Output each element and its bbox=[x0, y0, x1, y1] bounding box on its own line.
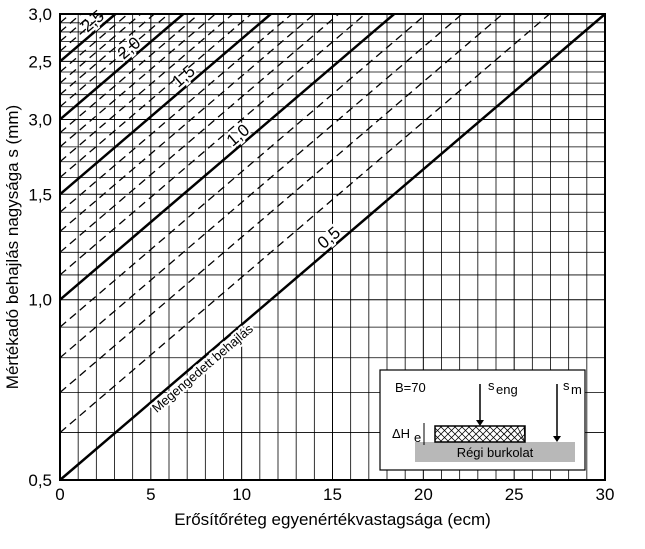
inset-sm-sub: m bbox=[571, 382, 582, 397]
x-tick-label: 15 bbox=[323, 485, 342, 504]
y-tick-label: 3,0 bbox=[28, 5, 52, 24]
x-tick-label: 10 bbox=[232, 485, 251, 504]
chart-svg: 0,50,51,01,01,51,52,02,02,52,5Megengedet… bbox=[0, 0, 645, 549]
y-tick-label: 1,5 bbox=[28, 185, 52, 204]
curve-label: 1,0 bbox=[223, 120, 253, 150]
aux-label: Megengedett behajlás bbox=[149, 321, 256, 416]
inset-dH-sub: e bbox=[414, 430, 421, 445]
y-tick-label: 1,0 bbox=[28, 291, 52, 310]
curve-label: 2,0 bbox=[114, 33, 144, 63]
nomograph-chart: 0,50,51,01,01,51,52,02,02,52,5Megengedet… bbox=[0, 0, 645, 549]
inset-dH: ΔH bbox=[392, 426, 410, 441]
inset-seng-sub: eng bbox=[496, 382, 518, 397]
inset-sm: s bbox=[563, 378, 570, 393]
y-tick-label: 3,0 bbox=[28, 110, 52, 129]
x-tick-label: 0 bbox=[55, 485, 64, 504]
curve-label: 0,5 bbox=[314, 223, 344, 253]
y-tick-label: 2,5 bbox=[28, 52, 52, 71]
x-axis-title: Erősítőréteg egyenértékvastagsága (ecm) bbox=[174, 510, 491, 529]
inset-b-label: B=70 bbox=[395, 380, 426, 395]
inset-seng: s bbox=[488, 378, 495, 393]
x-tick-label: 20 bbox=[414, 485, 433, 504]
x-tick-label: 30 bbox=[596, 485, 615, 504]
inset-base-text: Régi burkolat bbox=[457, 445, 534, 460]
x-tick-label: 5 bbox=[146, 485, 155, 504]
x-tick-label: 25 bbox=[505, 485, 524, 504]
y-axis-title: Mértékadó behajlás nagysága s (mm) bbox=[3, 105, 22, 389]
y-tick-label: 0,5 bbox=[28, 471, 52, 490]
